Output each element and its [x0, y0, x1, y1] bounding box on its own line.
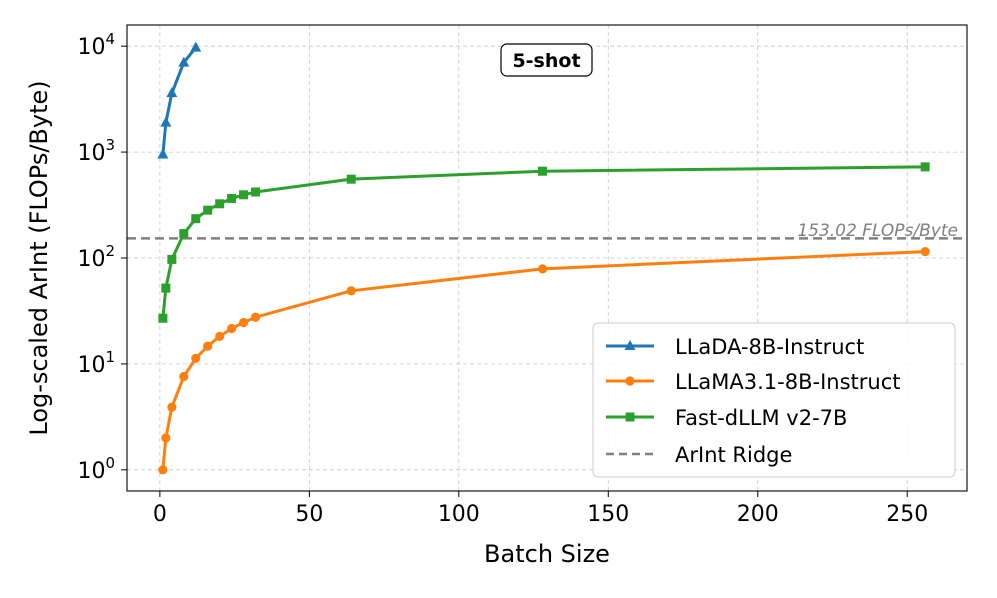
data-point [215, 331, 225, 341]
y-tick-base: 10 [77, 247, 105, 272]
series-layer [157, 41, 930, 475]
data-point [191, 353, 201, 363]
data-point [537, 264, 548, 274]
data-point [250, 312, 261, 322]
data-point [538, 166, 548, 176]
y-tick-base: 10 [77, 459, 105, 484]
legend-label-llama: LLaMA3.1-8B-Instruct [675, 370, 900, 394]
legend-marker-llada [624, 340, 636, 350]
x-tick-label: 0 [153, 502, 167, 527]
data-point [158, 313, 168, 323]
x-axis-label: Batch Size [484, 540, 610, 568]
legend-label-fastdllm: Fast-dLLM v2-7B [675, 406, 847, 430]
legend-label-llada: LLaDA-8B-Instruct [675, 335, 864, 359]
legend-frame [592, 322, 956, 478]
y-tick-exponent: 4 [105, 30, 115, 48]
data-point [251, 187, 261, 197]
legend-marker-fastdllm [625, 412, 635, 422]
legend: LLaDA-8B-Instruct LLaMA3.1-8B-Instruct F… [592, 322, 956, 478]
y-tick-label: 102 [77, 242, 115, 272]
data-point [920, 246, 930, 257]
series-0 [157, 41, 202, 159]
y-tick-label: 100 [77, 454, 115, 484]
data-point [227, 323, 237, 334]
data-point [158, 465, 168, 475]
y-tick-base: 10 [77, 353, 105, 378]
data-point [179, 371, 189, 382]
data-point [157, 148, 169, 159]
y-tick-exponent: 3 [105, 136, 115, 154]
data-point [239, 190, 249, 200]
data-point [161, 283, 171, 293]
y-tick-base: 10 [77, 141, 105, 166]
data-point [227, 193, 237, 203]
data-point [160, 116, 172, 127]
data-point [191, 214, 201, 224]
data-point [167, 254, 177, 264]
data-point [178, 56, 190, 67]
data-point [166, 87, 178, 98]
series-1 [158, 246, 930, 475]
y-tick-label: 103 [77, 136, 115, 166]
y-tick-label: 104 [77, 30, 115, 60]
data-point [190, 41, 202, 52]
y-axis-label: Log-scaled ArInt (FLOPs/Byte) [25, 80, 53, 435]
y-tick-exponent: 0 [105, 454, 115, 472]
x-tick-label: 200 [737, 502, 779, 527]
data-point [215, 199, 225, 209]
data-point [920, 162, 930, 172]
x-ticks: 0 50 100 150 200 250 [153, 491, 928, 527]
data-point [238, 317, 249, 328]
y-tick-exponent: 2 [105, 242, 115, 260]
ridge-label: 153.02 FLOPs/Byte [797, 221, 958, 241]
data-point [346, 286, 356, 296]
annotation-text: 5-shot [512, 50, 580, 72]
data-point [203, 205, 213, 215]
x-tick-label: 150 [587, 502, 629, 527]
annotation-box: 5-shot [500, 43, 593, 77]
data-point [179, 229, 189, 239]
data-point [346, 174, 356, 184]
legend-label-ridge: ArInt Ridge [675, 443, 792, 467]
y-tick-exponent: 1 [105, 348, 115, 366]
data-point [161, 433, 171, 443]
x-tick-label: 250 [886, 502, 928, 527]
x-tick-label: 50 [295, 502, 323, 527]
data-point [203, 341, 213, 351]
y-tick-base: 10 [77, 35, 105, 60]
series-2 [158, 162, 930, 323]
data-point [167, 402, 177, 412]
y-tick-label: 101 [77, 348, 115, 378]
legend-marker-llama [625, 376, 635, 386]
x-tick-label: 100 [438, 502, 480, 527]
